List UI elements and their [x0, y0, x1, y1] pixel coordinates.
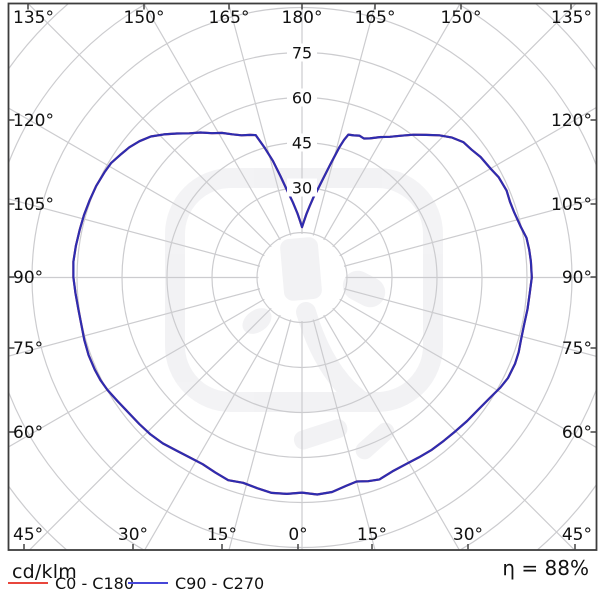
grid-spoke-300: [8, 298, 265, 448]
grid-spoke-45: [332, 307, 576, 550]
radial-label-bg: [287, 43, 317, 62]
angle-label-right: 60°: [562, 423, 592, 443]
grid-spoke-165: [312, 3, 377, 236]
radial-label-bg: [287, 88, 317, 107]
legend-swatch-red-line: [8, 582, 48, 584]
angle-label-left: 75°: [13, 339, 43, 359]
angle-label-top: 150°: [441, 8, 482, 28]
angle-label-top: 150°: [124, 8, 165, 28]
legend-label-c0-c180: C0 - C180: [55, 573, 135, 593]
grid-spoke-195: [227, 3, 292, 236]
curve-C90-C270: [72, 131, 533, 496]
grid-spoke-255: [8, 198, 261, 267]
radial-label-75: 75: [292, 44, 312, 63]
unit-label: cd/klm: [12, 561, 77, 583]
angle-label-top: 165°: [209, 8, 250, 28]
angle-label-bottom: 0°: [288, 525, 307, 545]
angle-label-right: 90°: [562, 268, 592, 288]
angle-label-left: 120°: [13, 111, 54, 131]
grid-spoke-210: [143, 3, 281, 241]
legend-item-c0-c180: C0 - C180: [8, 574, 134, 593]
grid-spoke-15: [312, 319, 376, 550]
angle-label-right: 120°: [551, 111, 592, 131]
legend-swatch-blue-line: [128, 582, 168, 584]
radial-label-bg: [287, 178, 317, 197]
radial-label-60: 60: [292, 89, 312, 108]
grid-spoke-75: [343, 288, 597, 358]
angle-label-bottom: 15°: [357, 525, 387, 545]
legend-item-c90-c270: C90 - C270: [128, 574, 264, 593]
legend-label-c90-c270: C90 - C270: [175, 573, 265, 593]
grid-spoke-30: [323, 314, 461, 550]
angle-label-left: 105°: [13, 195, 54, 215]
grid-spoke-60: [339, 298, 597, 449]
angle-label-bottom: 30°: [453, 525, 483, 545]
light-output-ratio: η = 88%: [502, 556, 589, 580]
grid-spoke-315: [28, 307, 272, 550]
angle-label-bottom: 45°: [562, 525, 592, 545]
angle-label-top: 165°: [355, 8, 396, 28]
angle-label-left: 90°: [13, 268, 43, 288]
grid-spoke-105: [343, 197, 597, 267]
grid-spoke-330: [143, 314, 281, 550]
angle-label-bottom: 45°: [13, 525, 43, 545]
angle-label-bottom: 15°: [207, 525, 237, 545]
angle-label-top: 135°: [13, 8, 54, 28]
angle-label-bottom: 30°: [118, 525, 148, 545]
grid-spoke-120: [339, 106, 597, 257]
radial-label-30: 30: [292, 179, 312, 198]
radial-label-45: 45: [292, 134, 312, 153]
grid-spoke-150: [323, 3, 461, 241]
grid-spoke-285: [8, 288, 261, 357]
angle-label-left: 60°: [13, 423, 43, 443]
angle-label-right: 75°: [562, 339, 592, 359]
grid-spoke-225: [27, 3, 272, 248]
angle-label-top: 135°: [551, 8, 592, 28]
grid-spoke-240: [8, 107, 265, 257]
grid-spoke-345: [228, 319, 292, 550]
angle-label-top: 180°: [282, 8, 323, 28]
radial-label-bg: [287, 133, 317, 152]
grid-spoke-135: [332, 3, 577, 248]
angle-label-right: 105°: [551, 195, 592, 215]
